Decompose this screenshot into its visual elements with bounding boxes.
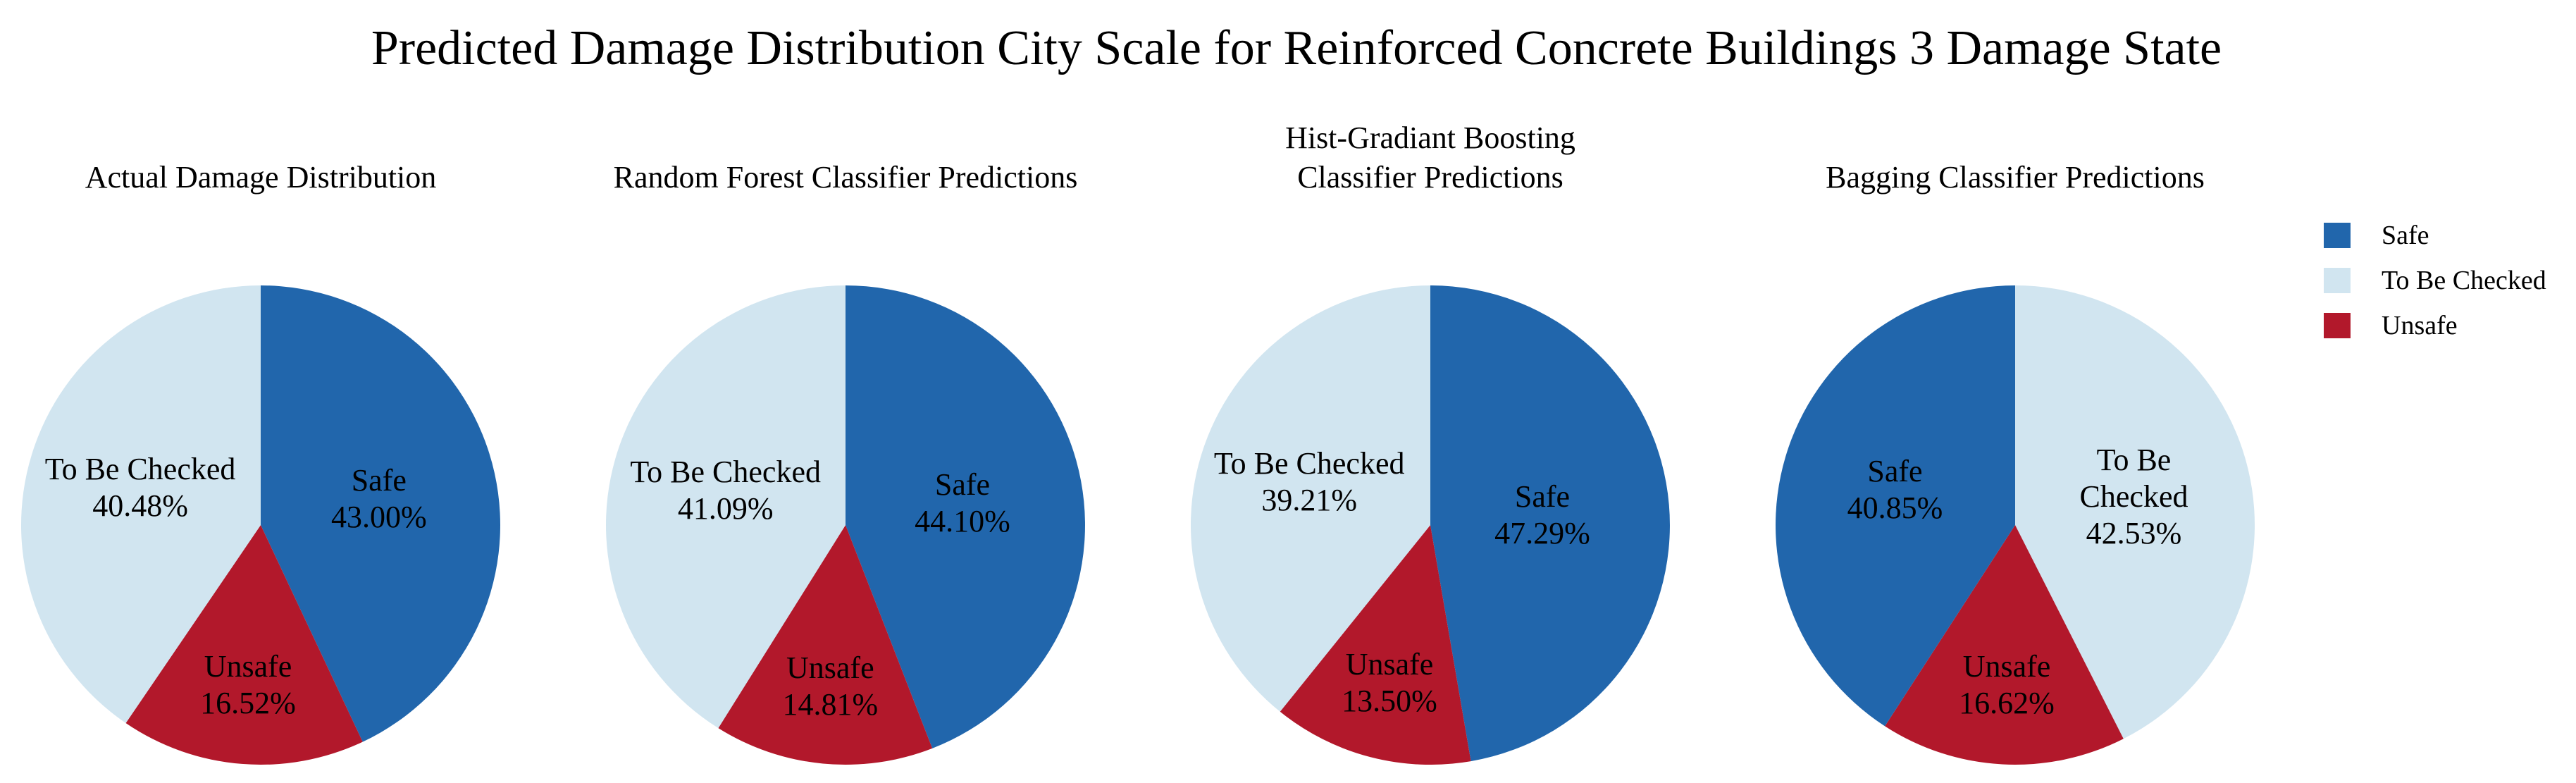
legend: Safe To Be Checked Unsafe — [2324, 221, 2546, 358]
pie-slice-unsafe — [1280, 525, 1471, 765]
pie-hist-gradient-boosting — [1191, 285, 1670, 765]
pie-chart-random-forest: Random Forest Classifier Predictions Saf… — [550, 92, 1141, 768]
pie-slice-safe — [261, 285, 500, 742]
legend-swatch-safe — [2324, 223, 2351, 248]
legend-item-to-be-checked: To Be Checked — [2324, 266, 2546, 295]
pie-actual — [20, 285, 500, 765]
legend-item-safe: Safe — [2324, 221, 2546, 250]
legend-label-safe: Safe — [2382, 221, 2429, 250]
pie-slice-to-be-checked — [1191, 285, 1430, 712]
pie-slice-to-be-checked — [2015, 285, 2255, 739]
legend-item-unsafe: Unsafe — [2324, 311, 2546, 340]
legend-label-unsafe: Unsafe — [2382, 311, 2458, 340]
figure-title: Predicted Damage Distribution City Scale… — [371, 21, 2222, 75]
pie-chart-actual: Actual Damage Distribution Safe 43.00% Un… — [0, 92, 557, 768]
pie-slice-unsafe — [125, 525, 363, 765]
pie-slice-to-be-checked — [606, 285, 846, 729]
pie-slice-safe — [1776, 285, 2015, 727]
legend-swatch-unsafe — [2324, 313, 2351, 338]
pie-slice-safe — [846, 285, 1085, 748]
chart-title-random-forest: Random Forest Classifier Predictions — [613, 160, 1078, 195]
legend-label-to-be-checked: To Be Checked — [2382, 266, 2546, 295]
pie-chart-hist-gradient-boosting: Hist-Gradiant Boosting Classifier Predic… — [1134, 92, 1726, 768]
chart-title-hist-gradient-boosting: Hist-Gradiant Boosting Classifier Predic… — [1285, 121, 1575, 195]
chart-title-bagging: Bagging Classifier Predictions — [1826, 160, 2205, 195]
pie-slice-unsafe — [1885, 525, 2124, 765]
pie-slice-unsafe — [718, 525, 933, 765]
pie-slice-safe — [1430, 285, 1670, 762]
pie-bagging — [1776, 285, 2255, 765]
pie-slice-to-be-checked — [20, 285, 261, 723]
pie-random-forest — [606, 285, 1085, 765]
legend-swatch-to-be-checked — [2324, 268, 2351, 293]
chart-title-actual: Actual Damage Distribution — [85, 160, 437, 195]
pie-chart-bagging: Bagging Classifier Predictions To Be Che… — [1719, 92, 2311, 768]
